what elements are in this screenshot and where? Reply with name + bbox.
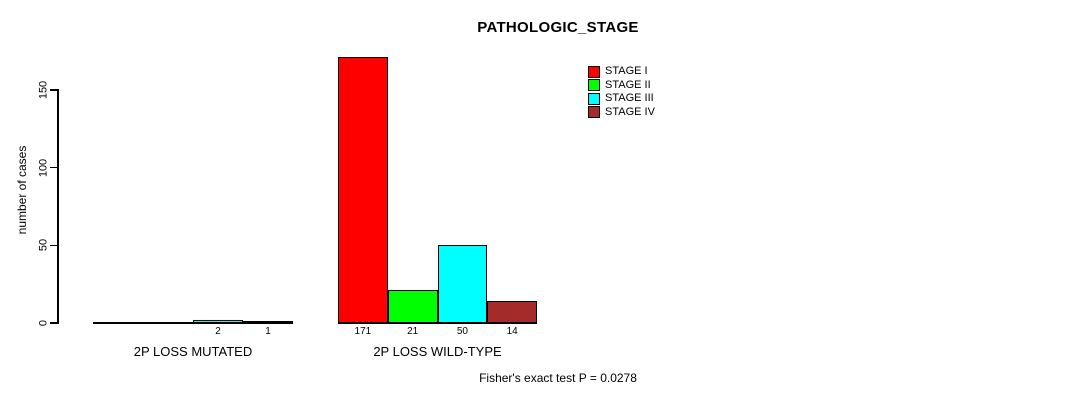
y-axis-tick-label: 150 (37, 80, 50, 100)
y-axis-tick (50, 244, 58, 247)
bar-value-label: 1 (265, 326, 271, 337)
y-axis-label: number of cases (15, 145, 29, 235)
legend-item: STAGE II (588, 79, 655, 93)
bar-value-label: 14 (506, 326, 518, 337)
y-axis-tick (50, 322, 58, 324)
legend: STAGE I STAGE II STAGE III STAGE IV (588, 65, 655, 119)
bar-stage-iii (193, 319, 243, 323)
bar-stage-ii (387, 290, 438, 323)
bar-value-label: 171 (354, 326, 372, 337)
y-axis-tick-label: 100 (37, 158, 50, 177)
fisher-annotation: Fisher's exact test P = 0.0278 (479, 371, 637, 385)
legend-item: STAGE III (588, 92, 655, 106)
bar-stage-iv (243, 321, 293, 324)
legend-swatch-stage-ii (588, 79, 600, 92)
legend-item: STAGE IV (588, 106, 655, 120)
legend-swatch-stage-iv (588, 106, 600, 119)
x-axis-baseline (93, 322, 293, 324)
bar-value-label: 2 (215, 326, 221, 337)
y-axis-tick (50, 166, 58, 169)
y-axis-tick (50, 89, 58, 91)
bar-value-label: 50 (456, 326, 468, 337)
bar-value-label: 21 (407, 326, 419, 337)
y-axis-tick-label: 0 (37, 319, 50, 327)
chart-title: PATHOLOGIC_STAGE (477, 19, 639, 36)
legend-label: STAGE I (605, 65, 648, 78)
bar-stage-iv (487, 301, 537, 323)
legend-label: STAGE III (605, 92, 654, 105)
group-label-2: 2P LOSS WILD-TYPE (373, 344, 502, 359)
legend-swatch-stage-iii (588, 92, 600, 105)
legend-label: STAGE IV (605, 105, 655, 118)
y-axis-line (57, 89, 59, 324)
group-label-1: 2P LOSS MUTATED (133, 344, 253, 359)
legend-item: STAGE I (588, 65, 655, 79)
legend-swatch-stage-i (588, 65, 600, 78)
y-axis-tick-label: 50 (37, 239, 50, 252)
x-axis-baseline (338, 322, 537, 324)
bar-stage-i (338, 57, 388, 323)
bar-stage-iii (437, 245, 488, 323)
legend-label: STAGE II (605, 78, 651, 91)
